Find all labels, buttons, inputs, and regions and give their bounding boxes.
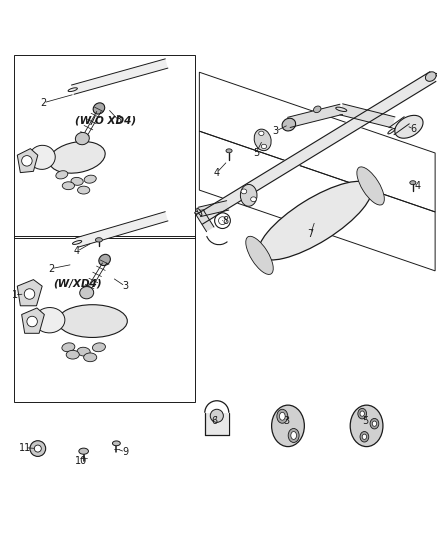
- Polygon shape: [17, 280, 42, 306]
- Text: 6: 6: [212, 416, 218, 426]
- Polygon shape: [340, 104, 395, 128]
- Text: 3: 3: [273, 126, 279, 136]
- Ellipse shape: [284, 120, 294, 124]
- Ellipse shape: [428, 74, 438, 80]
- Ellipse shape: [79, 448, 88, 454]
- Ellipse shape: [68, 88, 78, 92]
- Text: 10: 10: [75, 456, 88, 466]
- Text: 4: 4: [415, 181, 421, 191]
- Ellipse shape: [357, 167, 384, 205]
- Polygon shape: [76, 212, 168, 247]
- Text: 3: 3: [116, 115, 122, 125]
- Ellipse shape: [77, 348, 90, 356]
- Text: 5: 5: [362, 416, 368, 426]
- Ellipse shape: [241, 189, 247, 194]
- Ellipse shape: [254, 129, 271, 151]
- Circle shape: [34, 445, 41, 452]
- Bar: [14, 55, 195, 238]
- Ellipse shape: [57, 305, 127, 337]
- Polygon shape: [17, 149, 38, 173]
- Ellipse shape: [425, 72, 436, 82]
- Ellipse shape: [99, 254, 110, 265]
- Text: 4: 4: [74, 246, 80, 256]
- Ellipse shape: [279, 413, 285, 420]
- Ellipse shape: [410, 181, 416, 184]
- Ellipse shape: [288, 429, 299, 442]
- Text: 5: 5: [244, 189, 251, 199]
- Ellipse shape: [358, 408, 367, 419]
- Text: 2: 2: [48, 264, 54, 273]
- Ellipse shape: [197, 208, 202, 216]
- Polygon shape: [196, 209, 214, 232]
- Ellipse shape: [258, 181, 372, 260]
- Ellipse shape: [314, 106, 321, 112]
- Ellipse shape: [282, 118, 296, 131]
- Polygon shape: [196, 72, 436, 224]
- Ellipse shape: [360, 411, 364, 416]
- Ellipse shape: [62, 343, 75, 352]
- Circle shape: [30, 441, 46, 456]
- Ellipse shape: [95, 238, 102, 242]
- Ellipse shape: [92, 343, 106, 352]
- Text: 11: 11: [18, 443, 31, 453]
- Text: (W/XD4): (W/XD4): [53, 279, 102, 289]
- Ellipse shape: [226, 149, 232, 153]
- Ellipse shape: [370, 418, 379, 429]
- Ellipse shape: [34, 308, 65, 333]
- Ellipse shape: [388, 128, 395, 134]
- Text: 6: 6: [410, 124, 417, 134]
- Circle shape: [210, 409, 223, 422]
- Ellipse shape: [93, 103, 105, 114]
- Ellipse shape: [80, 287, 94, 299]
- Ellipse shape: [261, 144, 267, 149]
- Circle shape: [27, 316, 37, 327]
- Ellipse shape: [71, 177, 83, 185]
- Text: 9: 9: [122, 447, 128, 457]
- Polygon shape: [389, 117, 409, 135]
- Polygon shape: [21, 308, 44, 333]
- Text: 1: 1: [11, 290, 18, 300]
- Ellipse shape: [72, 240, 82, 245]
- Ellipse shape: [78, 186, 90, 194]
- Ellipse shape: [336, 107, 347, 111]
- Ellipse shape: [113, 441, 120, 446]
- Polygon shape: [288, 104, 343, 127]
- Ellipse shape: [62, 182, 74, 190]
- Ellipse shape: [240, 184, 257, 206]
- Text: 5: 5: [253, 148, 259, 158]
- Ellipse shape: [251, 197, 256, 201]
- Text: 7: 7: [307, 229, 314, 239]
- Polygon shape: [198, 201, 229, 216]
- Text: 8: 8: [223, 216, 229, 225]
- Text: 3: 3: [284, 416, 290, 426]
- Ellipse shape: [66, 350, 79, 359]
- Text: (W/O XD4): (W/O XD4): [75, 115, 136, 125]
- Ellipse shape: [194, 210, 204, 214]
- Ellipse shape: [395, 115, 423, 138]
- Ellipse shape: [75, 132, 89, 145]
- Ellipse shape: [29, 146, 55, 169]
- Ellipse shape: [246, 236, 273, 274]
- Ellipse shape: [56, 171, 68, 179]
- Text: 4: 4: [214, 168, 220, 177]
- Bar: [14, 236, 195, 402]
- Text: 2: 2: [40, 98, 46, 108]
- Ellipse shape: [84, 175, 96, 183]
- Ellipse shape: [372, 421, 377, 426]
- Circle shape: [24, 289, 35, 299]
- Polygon shape: [71, 59, 168, 94]
- Ellipse shape: [84, 353, 97, 362]
- Ellipse shape: [350, 405, 383, 447]
- Circle shape: [21, 156, 32, 166]
- Ellipse shape: [277, 409, 288, 423]
- Ellipse shape: [272, 405, 304, 447]
- Text: 3: 3: [122, 281, 128, 291]
- Polygon shape: [206, 413, 228, 434]
- Ellipse shape: [49, 142, 105, 173]
- Ellipse shape: [259, 131, 264, 135]
- Ellipse shape: [362, 434, 367, 439]
- Ellipse shape: [291, 432, 297, 439]
- Ellipse shape: [360, 432, 369, 442]
